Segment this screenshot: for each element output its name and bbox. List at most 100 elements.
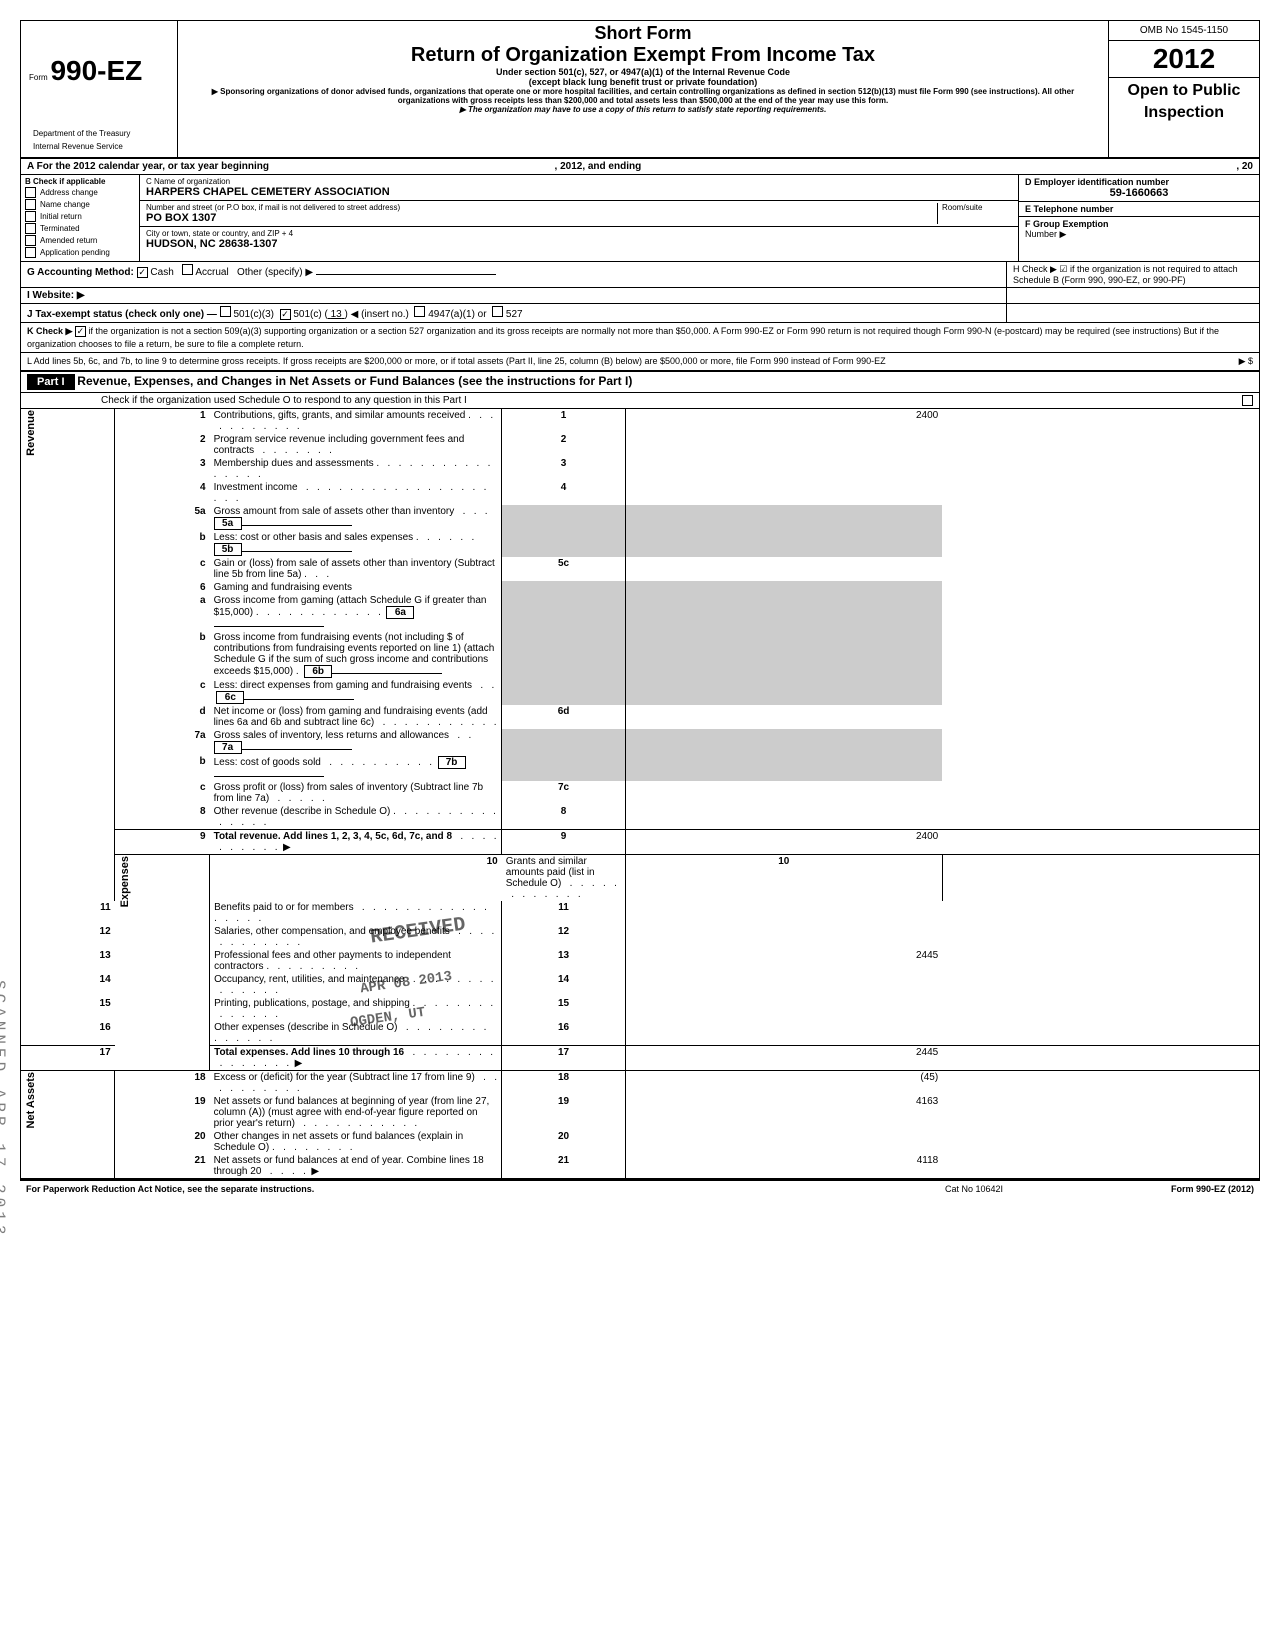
c-city-label: City or town, state or country, and ZIP … bbox=[146, 229, 1012, 238]
c-addr-label: Number and street (or P.O box, if mail i… bbox=[146, 203, 937, 212]
j-cend: ) ◀ (insert no.) bbox=[345, 309, 409, 320]
room-suite-label: Room/suite bbox=[942, 203, 1012, 212]
header-note-1: ▶ Sponsoring organizations of donor advi… bbox=[186, 87, 1100, 105]
amt-7c bbox=[625, 781, 942, 805]
row-j: J Tax-exempt status (check only one) — 5… bbox=[21, 304, 1259, 323]
cb-application-pending[interactable]: Application pending bbox=[25, 247, 135, 258]
f-label2: Number ▶ bbox=[1025, 229, 1066, 239]
h-cell: H Check ▶ ☑ if the organization is not r… bbox=[1006, 262, 1259, 287]
cb-k[interactable] bbox=[75, 326, 86, 337]
amt-17: 2445 bbox=[625, 1045, 942, 1070]
column-b: B Check if applicable Address change Nam… bbox=[21, 175, 140, 261]
form-990ez-container: Form 990-EZ Department of the Treasury I… bbox=[20, 20, 1260, 1181]
part1-check-note: Check if the organization used Schedule … bbox=[101, 395, 467, 406]
amt-6d bbox=[625, 705, 942, 729]
g-label: G Accounting Method: bbox=[27, 267, 134, 278]
cb-terminated[interactable]: Terminated bbox=[25, 223, 135, 234]
part1-header-row: Part I Revenue, Expenses, and Changes in… bbox=[21, 372, 1259, 393]
part1-label: Part I bbox=[27, 374, 75, 390]
e-label: E Telephone number bbox=[1025, 204, 1253, 214]
amt-2 bbox=[625, 433, 942, 457]
cb-4947[interactable] bbox=[414, 306, 425, 317]
form-number-cell: Form 990-EZ Department of the Treasury I… bbox=[21, 21, 178, 157]
main-lines: Revenue 1Contributions, gifts, grants, a… bbox=[21, 409, 1259, 1180]
amt-16 bbox=[625, 1021, 942, 1046]
short-form-label: Short Form bbox=[186, 23, 1100, 44]
cb-amended-return[interactable]: Amended return bbox=[25, 235, 135, 246]
k-text: if the organization is not a section 509… bbox=[27, 326, 1219, 349]
cb-name-change[interactable]: Name change bbox=[25, 199, 135, 210]
form-header: Form 990-EZ Department of the Treasury I… bbox=[21, 21, 1259, 159]
inspection-label: Inspection bbox=[1109, 104, 1259, 122]
other-label: Other (specify) ▶ bbox=[237, 267, 313, 278]
year-bold: 12 bbox=[1184, 43, 1215, 74]
row-gh: G Accounting Method: Cash Accrual Other … bbox=[21, 262, 1259, 288]
section-bcdef: B Check if applicable Address change Nam… bbox=[21, 175, 1259, 262]
org-address: PO BOX 1307 bbox=[146, 212, 937, 224]
cb-accrual[interactable] bbox=[182, 264, 193, 275]
j-cnum: 13 bbox=[331, 309, 342, 320]
row-a-right: , 20 bbox=[1236, 161, 1253, 172]
cb-address-change[interactable]: Address change bbox=[25, 187, 135, 198]
c-name-label: C Name of organization bbox=[146, 177, 1012, 186]
title-cell: Short Form Return of Organization Exempt… bbox=[178, 21, 1109, 157]
cb-cash[interactable] bbox=[137, 267, 148, 278]
open-to-public: Open to Public bbox=[1109, 78, 1259, 104]
part1-check-row: Check if the organization used Schedule … bbox=[21, 393, 1259, 409]
org-name: HARPERS CHAPEL CEMETERY ASSOCIATION bbox=[146, 186, 1012, 198]
cb-527[interactable] bbox=[492, 306, 503, 317]
h-text: H Check ▶ ☑ if the organization is not r… bbox=[1013, 264, 1238, 285]
amt-4 bbox=[625, 481, 942, 505]
cb-501c3[interactable] bbox=[220, 306, 231, 317]
footer-right: Form 990-EZ (2012) bbox=[1074, 1184, 1254, 1194]
amt-9: 2400 bbox=[625, 829, 942, 854]
amt-13: 2445 bbox=[625, 949, 942, 973]
j-label: J Tax-exempt status (check only one) — bbox=[27, 309, 217, 320]
year-prefix: 20 bbox=[1153, 43, 1184, 74]
cb-part1-schedule-o[interactable] bbox=[1242, 395, 1253, 406]
form-prefix: Form bbox=[29, 73, 48, 82]
l-arrow: ▶ $ bbox=[1103, 355, 1253, 368]
j-527: 527 bbox=[506, 309, 523, 320]
row-a-left: A For the 2012 calendar year, or tax yea… bbox=[27, 161, 269, 172]
amt-1: 2400 bbox=[625, 409, 942, 433]
row-a-tax-year: A For the 2012 calendar year, or tax yea… bbox=[21, 159, 1259, 175]
org-city: HUDSON, NC 28638-1307 bbox=[146, 238, 1012, 250]
row-k: K Check ▶ if the organization is not a s… bbox=[21, 323, 1259, 353]
form-number: 990-EZ bbox=[50, 55, 142, 86]
row-l: L Add lines 5b, 6c, and 7b, to line 9 to… bbox=[21, 353, 1259, 372]
amt-12 bbox=[625, 925, 942, 949]
cb-501c[interactable] bbox=[280, 309, 291, 320]
dept-treasury: Department of the Treasury bbox=[29, 127, 169, 140]
amt-15 bbox=[625, 997, 942, 1021]
col-b-title: B Check if applicable bbox=[25, 177, 135, 186]
footer: For Paperwork Reduction Act Notice, see … bbox=[20, 1181, 1260, 1197]
main-title: Return of Organization Exempt From Incom… bbox=[186, 44, 1100, 67]
accrual-label: Accrual bbox=[195, 267, 228, 278]
column-def: D Employer identification number 59-1660… bbox=[1019, 175, 1259, 261]
j-c3: 501(c)(3) bbox=[233, 309, 274, 320]
amt-3 bbox=[625, 457, 942, 481]
j-a1: 4947(a)(1) or bbox=[428, 309, 486, 320]
amt-5c bbox=[625, 557, 942, 581]
j-c: 501(c) ( bbox=[293, 309, 327, 320]
amt-10 bbox=[942, 854, 1259, 901]
f-label: F Group Exemption bbox=[1025, 219, 1109, 229]
amt-19: 4163 bbox=[625, 1095, 942, 1130]
amt-8 bbox=[625, 805, 942, 830]
amt-18: (45) bbox=[625, 1070, 942, 1095]
amt-21: 4118 bbox=[625, 1154, 942, 1179]
k-label: K Check ▶ bbox=[27, 326, 72, 336]
i-label: I Website: ▶ bbox=[27, 290, 85, 301]
cash-label: Cash bbox=[150, 267, 173, 278]
d-label: D Employer identification number bbox=[1025, 177, 1253, 187]
header-note-2: ▶ The organization may have to use a cop… bbox=[186, 105, 1100, 114]
side-revenue: Revenue bbox=[25, 410, 37, 456]
cb-initial-return[interactable]: Initial return bbox=[25, 211, 135, 222]
column-c: C Name of organization HARPERS CHAPEL CE… bbox=[140, 175, 1019, 261]
ein-value: 59-1660663 bbox=[1025, 187, 1253, 199]
l-text: L Add lines 5b, 6c, and 7b, to line 9 to… bbox=[27, 355, 1103, 368]
part1-title: Revenue, Expenses, and Changes in Net As… bbox=[77, 374, 632, 388]
sub-title-1: Under section 501(c), 527, or 4947(a)(1)… bbox=[186, 67, 1100, 77]
amt-20 bbox=[625, 1130, 942, 1154]
